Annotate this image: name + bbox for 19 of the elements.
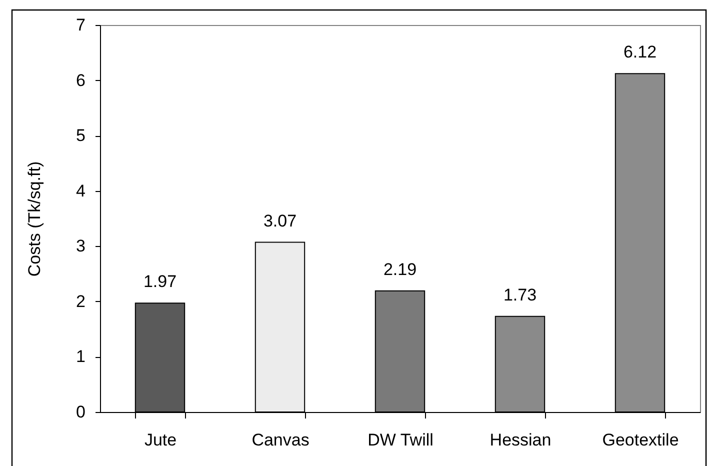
y-tick-label: 2: [76, 292, 86, 311]
y-tick-label: 5: [76, 126, 86, 146]
x-tick-label: Geotextile: [602, 430, 679, 450]
y-tick-label: 4: [76, 181, 86, 200]
y-tick-label: 0: [76, 402, 86, 422]
data-label: 3.07: [263, 211, 297, 230]
data-label: 1.73: [503, 285, 537, 304]
y-axis-title: Costs (Tk/sq.ft): [25, 161, 44, 277]
x-tick-label: DW Twill: [368, 430, 434, 450]
data-label: 1.97: [143, 272, 177, 292]
data-label: 6.12: [623, 42, 657, 62]
y-tick-label: 6: [76, 70, 86, 90]
x-tick-label: Hessian: [490, 430, 552, 450]
data-label: 2.19: [383, 260, 417, 279]
x-tick-label: Canvas: [252, 430, 310, 450]
x-tick-label: Jute: [144, 430, 177, 450]
y-tick-label: 1: [76, 347, 86, 366]
y-tick-label: 7: [76, 16, 86, 34]
y-tick-label: 3: [76, 236, 86, 256]
